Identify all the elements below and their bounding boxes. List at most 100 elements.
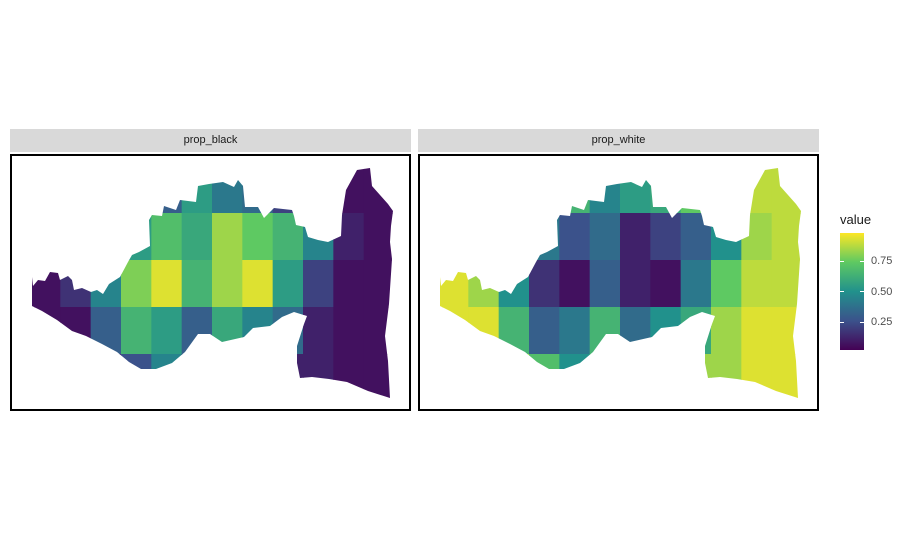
census-tract [711, 260, 742, 308]
census-tract [529, 213, 560, 261]
census-tract [680, 260, 712, 308]
census-tract [32, 213, 61, 261]
census-tract [741, 354, 773, 398]
census-tract [272, 168, 304, 214]
census-tract [272, 260, 304, 308]
legend-title: value [840, 212, 872, 227]
census-tract [680, 213, 712, 261]
census-tract [121, 213, 152, 261]
tract-layer [32, 168, 393, 398]
census-tract [333, 260, 365, 308]
census-tract [559, 168, 591, 214]
census-tract [440, 307, 469, 355]
choropleth-map [440, 168, 801, 398]
census-tract [468, 307, 500, 355]
census-tract [363, 307, 393, 355]
census-tract [529, 354, 560, 398]
census-tract [181, 307, 213, 355]
census-tract [90, 260, 122, 308]
census-tract [303, 213, 334, 261]
census-tract [272, 307, 304, 355]
census-tract [181, 168, 213, 214]
census-tract [212, 260, 243, 308]
census-tract [559, 354, 591, 398]
census-tract [121, 307, 152, 355]
census-tract [181, 354, 213, 398]
census-tract [90, 307, 122, 355]
census-tract [468, 213, 500, 261]
census-tract [559, 213, 591, 261]
census-tract [121, 260, 152, 308]
census-tract [529, 260, 560, 308]
census-tract [32, 260, 61, 308]
census-tract [650, 260, 682, 308]
census-tract [303, 307, 334, 355]
census-tract [589, 307, 621, 355]
census-tract [498, 213, 530, 261]
census-tract [90, 354, 122, 398]
census-tract [32, 168, 61, 214]
legend-tick-label: 0.50 [871, 285, 893, 298]
census-tract [272, 354, 304, 398]
census-tract [468, 260, 500, 308]
census-tract [620, 354, 651, 398]
census-tract [741, 307, 773, 355]
census-tract [151, 307, 183, 355]
legend-tick-label: 0.25 [871, 316, 893, 328]
census-tract [741, 168, 773, 214]
census-tract [468, 168, 500, 214]
census-tract [650, 307, 682, 355]
census-tract [303, 168, 334, 214]
census-tract [620, 260, 651, 308]
census-tract [242, 168, 274, 214]
census-tract [680, 307, 712, 355]
census-tract [620, 307, 651, 355]
census-tract [121, 168, 152, 214]
census-tract [589, 213, 621, 261]
census-tract [559, 307, 591, 355]
census-tract [529, 307, 560, 355]
census-tract [333, 213, 365, 261]
census-tract [212, 307, 243, 355]
map-panel-prop-black [10, 154, 411, 411]
census-tract [32, 354, 61, 398]
census-tract [440, 213, 469, 261]
census-tract [272, 213, 304, 261]
census-tract [242, 354, 274, 398]
color-legend: value 0.25 0.50 0.75 [840, 212, 892, 353]
census-tract [151, 168, 183, 214]
census-tract [333, 307, 365, 355]
census-tract [440, 354, 469, 398]
census-tract [151, 354, 183, 398]
census-tract [303, 354, 334, 398]
census-tract [498, 354, 530, 398]
census-tract [711, 213, 742, 261]
census-tract [121, 354, 152, 398]
census-tract [440, 260, 469, 308]
facet-prop-white: prop_white [418, 129, 819, 411]
census-tract [242, 260, 274, 308]
census-tract [771, 168, 801, 214]
census-tract [529, 168, 560, 214]
census-tract [589, 354, 621, 398]
census-tract [711, 307, 742, 355]
census-tract [90, 168, 122, 214]
census-tract [60, 213, 92, 261]
census-tract [771, 354, 801, 398]
census-tract [242, 213, 274, 261]
census-tract [363, 260, 393, 308]
census-tract [363, 354, 393, 398]
census-tract [242, 307, 274, 355]
census-tract [741, 260, 773, 308]
census-tract [650, 354, 682, 398]
census-tract [212, 354, 243, 398]
choropleth-map [32, 168, 393, 398]
census-tract [333, 168, 365, 214]
tract-layer [440, 168, 801, 398]
census-tract [650, 168, 682, 214]
census-tract [741, 213, 773, 261]
census-tract [440, 168, 469, 214]
census-tract [333, 354, 365, 398]
census-tract [181, 260, 213, 308]
census-tract [711, 168, 742, 214]
